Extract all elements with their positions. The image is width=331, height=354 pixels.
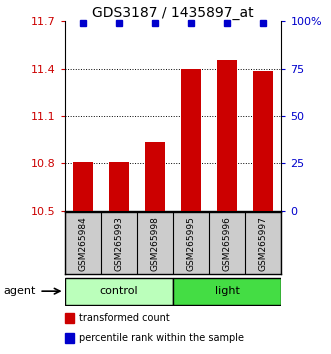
Title: GDS3187 / 1435897_at: GDS3187 / 1435897_at [92, 6, 254, 20]
Bar [173, 278, 281, 305]
Text: GSM265998: GSM265998 [150, 216, 160, 271]
Bar [145, 142, 165, 211]
Bar [109, 162, 129, 211]
Text: light: light [215, 286, 240, 296]
Bar [65, 278, 173, 305]
Bar [73, 162, 93, 211]
Text: GSM265995: GSM265995 [186, 216, 196, 271]
Text: transformed count: transformed count [79, 313, 169, 323]
Bar [65, 313, 74, 323]
Bar [65, 333, 74, 343]
Text: GSM265996: GSM265996 [223, 216, 232, 271]
Bar [217, 60, 237, 211]
Text: agent: agent [3, 286, 36, 296]
Text: GSM265984: GSM265984 [78, 216, 87, 271]
Bar [253, 71, 273, 211]
Text: GSM265997: GSM265997 [259, 216, 268, 271]
Bar [181, 69, 201, 211]
Text: GSM265993: GSM265993 [114, 216, 123, 271]
Text: control: control [99, 286, 138, 296]
Text: percentile rank within the sample: percentile rank within the sample [79, 333, 244, 343]
